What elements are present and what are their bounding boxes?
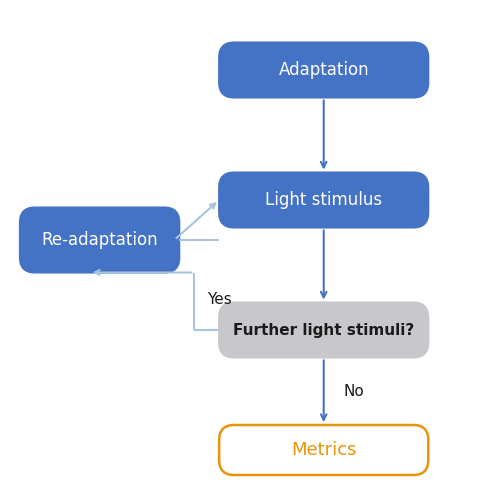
FancyBboxPatch shape [219, 172, 428, 228]
Text: No: No [344, 384, 365, 399]
Text: Yes: Yes [207, 292, 232, 308]
FancyBboxPatch shape [20, 208, 179, 272]
FancyBboxPatch shape [219, 42, 428, 98]
FancyBboxPatch shape [219, 302, 428, 358]
Text: Light stimulus: Light stimulus [265, 191, 382, 209]
Text: Adaptation: Adaptation [278, 61, 369, 79]
Text: Further light stimuli?: Further light stimuli? [233, 322, 414, 338]
Text: Re-adaptation: Re-adaptation [41, 231, 158, 249]
Text: Metrics: Metrics [291, 441, 357, 459]
FancyBboxPatch shape [219, 425, 428, 475]
